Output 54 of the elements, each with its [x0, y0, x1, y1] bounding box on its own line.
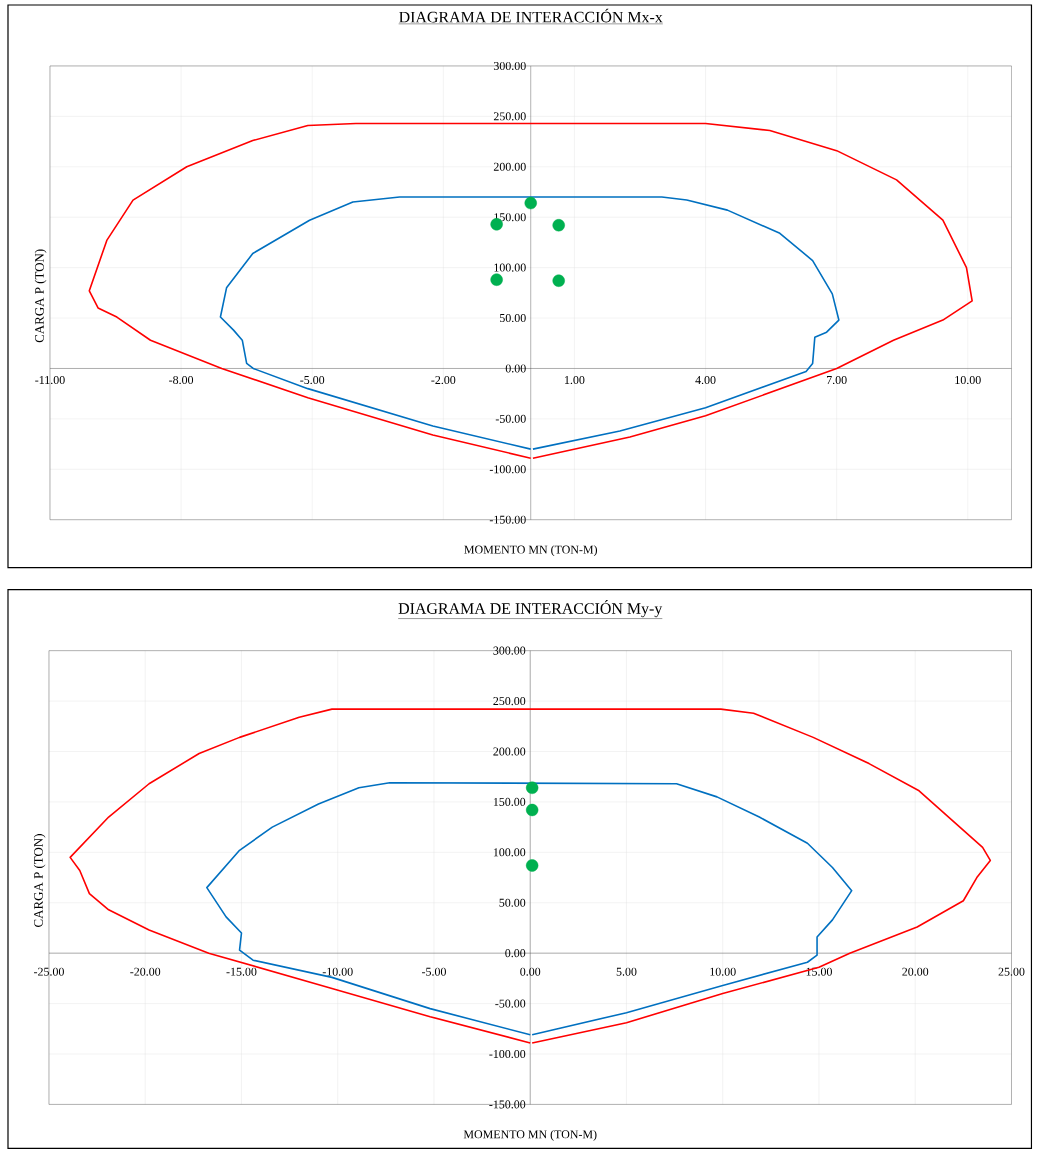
y-tick-label: -100.00: [489, 1049, 526, 1059]
y-tick-label: 200.00: [493, 162, 526, 171]
y-tick-label: 300.00: [493, 646, 526, 655]
y-tick-label: 250.00: [493, 697, 526, 706]
y-tick-label: 50.00: [499, 898, 526, 907]
x-tick-label: 1.00: [564, 375, 585, 385]
y-tick-label: -150.00: [489, 1100, 526, 1109]
point: [525, 781, 539, 794]
y-tick-label: 250.00: [493, 112, 526, 121]
line-series: [69, 708, 991, 1044]
point: [524, 196, 537, 210]
point: [490, 273, 503, 286]
x-tick-label: -11.00: [34, 375, 65, 385]
point: [552, 219, 565, 232]
x-tick-label: 4.00: [695, 375, 716, 385]
y-tick-label: 0.00: [505, 949, 526, 958]
y-tick-label: 150.00: [493, 797, 526, 806]
y-tick-label: -100.00: [489, 465, 526, 474]
x-tick-label: 15.00: [806, 967, 832, 976]
x-tick-label: -8.00: [168, 375, 193, 385]
y-tick-label: 0.00: [505, 364, 526, 373]
y-axis-title: CARGA P (TON): [34, 249, 47, 343]
y-axis-title: CARGA P (TON): [33, 834, 46, 927]
y-tick-label: -50.00: [495, 999, 526, 1008]
y-tick-label: 100.00: [494, 263, 526, 272]
x-axis-title: MOMENTO MN (TON-M): [464, 545, 597, 557]
x-tick-label: -2.00: [431, 375, 456, 385]
x-tick-label: 5.00: [616, 967, 637, 976]
y-tick-label: 200.00: [493, 747, 526, 756]
y-tick-label: 150.00: [494, 213, 526, 222]
point: [552, 274, 565, 287]
chart-title: DIAGRAMA DE INTERACCIÓN My-y: [398, 600, 662, 618]
chart-title: DIAGRAMA DE INTERACCIÓN Mx-x: [398, 8, 663, 23]
y-tick-label: 100.00: [493, 848, 526, 857]
x-tick-label: 7.00: [826, 375, 847, 385]
x-tick-label: -15.00: [226, 967, 257, 976]
x-tick-label: -10.00: [322, 967, 353, 976]
point: [525, 859, 539, 872]
x-tick-label: 10.00: [955, 375, 981, 385]
x-tick-label: 10.00: [710, 967, 736, 976]
y-tick-label: -50.00: [495, 414, 526, 423]
point: [525, 803, 539, 817]
x-tick-label: -5.00: [299, 375, 324, 385]
x-axis-title: MOMENTO MN (TON-M): [463, 1129, 597, 1141]
line-series: [205, 781, 853, 1036]
x-tick-label: 0.00: [520, 967, 541, 976]
x-tick-label: -5.00: [421, 967, 446, 976]
x-tick-label: 25.00: [998, 967, 1025, 976]
x-tick-label: -20.00: [130, 967, 160, 976]
x-tick-label: 20.00: [902, 967, 928, 976]
y-tick-label: 300.00: [493, 61, 526, 71]
y-tick-label: 50.00: [499, 313, 526, 323]
x-tick-label: -25.00: [33, 967, 64, 976]
y-tick-label: -150.00: [489, 515, 526, 524]
